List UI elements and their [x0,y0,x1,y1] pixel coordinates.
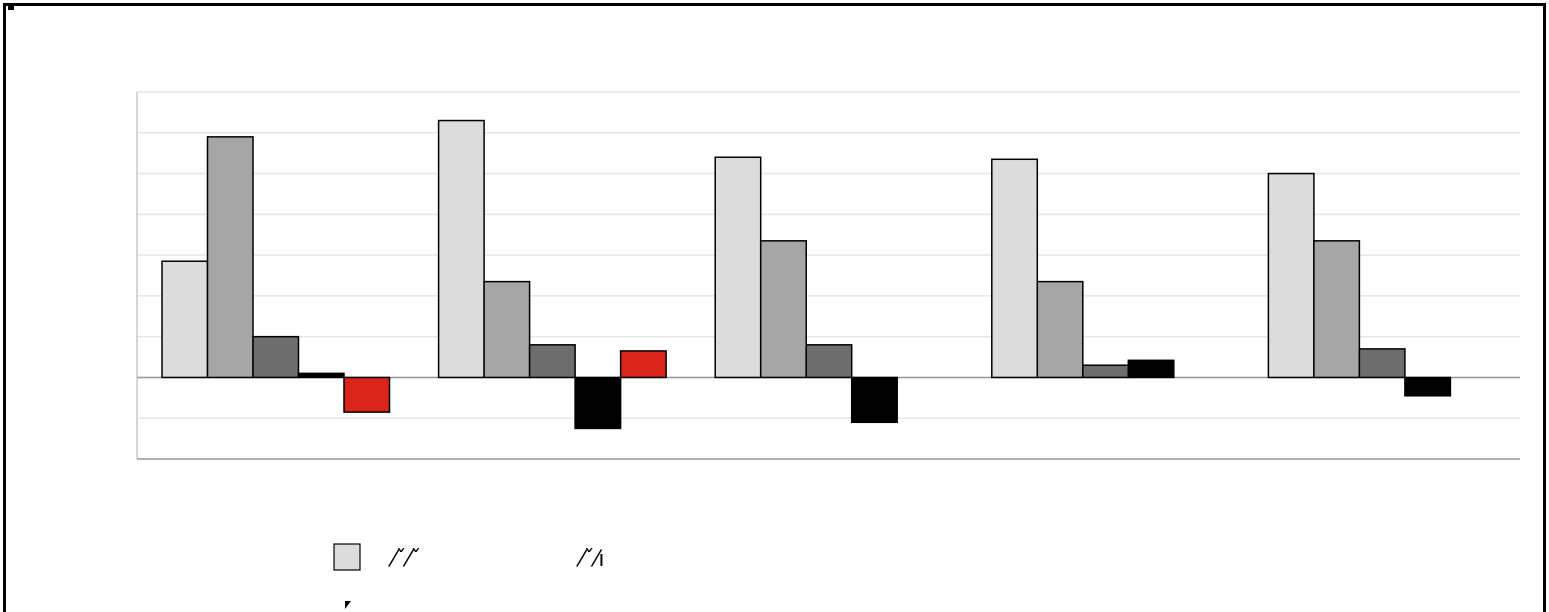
bar [437,119,485,379]
legend-label: ⁄ˇ⁄ˇ [387,547,421,572]
bar [1358,348,1406,379]
bar [1267,172,1315,379]
bar [343,376,391,413]
bar [714,156,762,379]
bar [1082,364,1130,379]
legend-label: ⁄ˇ⁄ı [575,547,604,572]
bar [759,240,807,379]
bar [1127,359,1175,379]
bar [1036,280,1084,379]
bar [206,136,254,379]
bar [619,350,667,379]
bar [991,158,1039,379]
legend: ⁄ˇ⁄ˇ ⁄ˇ⁄ı [333,543,604,572]
mouse-cursor-icon [345,601,351,609]
legend-swatch [333,543,361,571]
bar [528,344,576,379]
bar [805,344,853,379]
corner-marker [8,4,14,10]
bar [574,376,622,430]
bar [161,260,209,379]
bars [161,119,1452,430]
bar [1313,240,1361,379]
bar [252,335,300,379]
bar [297,372,345,379]
bar [850,376,898,424]
bar [1404,376,1452,397]
bar [483,280,531,379]
